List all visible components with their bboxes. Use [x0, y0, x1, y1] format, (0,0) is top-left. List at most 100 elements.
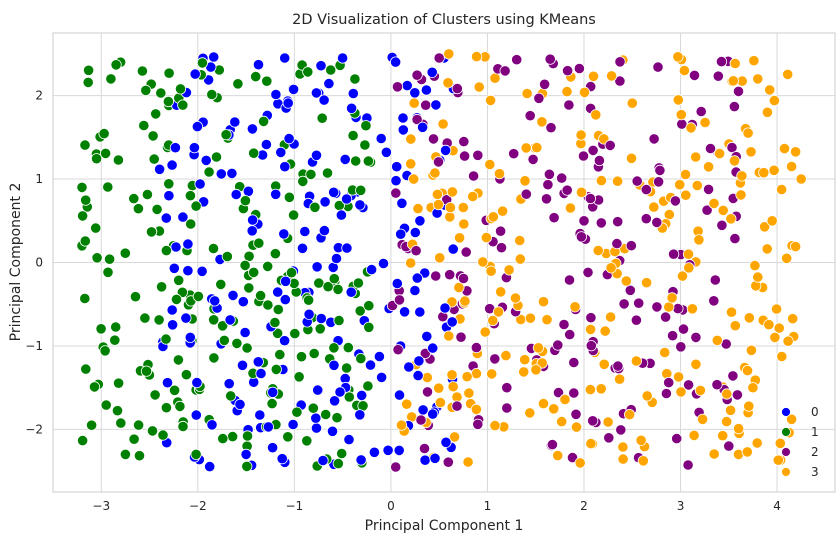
- scatter-point-cluster-2: [538, 78, 551, 90]
- scatter-point-cluster-1: [332, 457, 344, 470]
- scatter-point-cluster-1: [332, 283, 344, 295]
- scatter-point-cluster-3: [405, 158, 417, 170]
- scatter-point-cluster-0: [375, 132, 387, 145]
- scatter-point-cluster-1: [177, 420, 189, 433]
- scatter-point-cluster-0: [439, 144, 452, 156]
- scatter-point-cluster-1: [307, 402, 319, 414]
- scatter-point-cluster-3: [785, 160, 798, 173]
- scatter-point-cluster-2: [451, 400, 463, 412]
- scatter-point-cluster-0: [336, 52, 349, 64]
- scatter-point-cluster-3: [433, 382, 445, 394]
- scatter-point-cluster-1: [274, 348, 286, 361]
- scatter-point-cluster-1: [363, 321, 375, 333]
- scatter-point-cluster-0: [182, 265, 194, 277]
- scatter-point-cluster-3: [721, 388, 733, 400]
- scatter-point-cluster-2: [427, 133, 440, 145]
- scatter-point-cluster-3: [461, 371, 473, 383]
- scatter-point-cluster-0: [323, 78, 335, 90]
- scatter-point-cluster-3: [758, 167, 770, 179]
- scatter-point-cluster-0: [335, 209, 347, 221]
- scatter-point-cluster-1: [184, 190, 196, 202]
- scatter-point-cluster-3: [485, 265, 497, 277]
- scatter-point-cluster-1: [355, 352, 367, 365]
- scatter-point-cluster-0: [254, 409, 266, 421]
- scatter-point-cluster-3: [708, 448, 720, 460]
- scatter-point-cluster-3: [585, 437, 597, 450]
- scatter-point-cluster-1: [331, 412, 343, 424]
- scatter-point-cluster-1: [328, 342, 340, 354]
- scatter-point-cluster-0: [215, 168, 227, 180]
- scatter-point-cluster-1: [153, 314, 165, 326]
- x-tick-label: 2: [580, 499, 588, 513]
- scatter-point-cluster-3: [521, 87, 533, 100]
- scatter-point-cluster-0: [315, 60, 327, 72]
- scatter-point-cluster-0: [252, 356, 264, 368]
- scatter-point-cluster-1: [241, 430, 254, 442]
- scatter-point-cluster-1: [192, 290, 204, 302]
- scatter-point-cluster-1: [86, 419, 98, 431]
- scatter-point-cluster-1: [243, 282, 255, 294]
- scatter-point-cluster-2: [442, 456, 454, 468]
- scatter-point-cluster-3: [489, 72, 501, 84]
- scatter-point-cluster-1: [289, 327, 301, 340]
- scatter-point-cluster-2: [701, 204, 713, 216]
- scatter-point-cluster-0: [310, 422, 323, 434]
- scatter-point-cluster-0: [310, 87, 322, 99]
- scatter-point-cluster-3: [531, 142, 543, 154]
- scatter-point-cluster-0: [312, 384, 324, 396]
- scatter-point-cluster-1: [169, 384, 181, 396]
- scatter-point-cluster-3: [666, 292, 678, 304]
- scatter-point-cluster-3: [641, 390, 653, 402]
- scatter-point-cluster-2: [499, 65, 511, 77]
- scatter-point-cluster-2: [618, 298, 630, 310]
- scatter-point-cluster-1: [362, 380, 374, 392]
- scatter-point-cluster-0: [170, 241, 182, 253]
- scatter-point-cluster-1: [148, 153, 160, 165]
- scatter-point-cluster-1: [110, 321, 122, 333]
- scatter-point-cluster-1: [208, 314, 220, 326]
- scatter-point-cluster-3: [752, 271, 764, 283]
- scatter-point-cluster-0: [310, 412, 322, 424]
- scatter-point-cluster-2: [393, 294, 406, 306]
- scatter-point-cluster-1: [316, 112, 328, 124]
- scatter-point-cluster-3: [775, 183, 788, 196]
- scatter-point-cluster-1: [363, 300, 375, 312]
- scatter-point-cluster-2: [455, 331, 467, 343]
- scatter-point-cluster-1: [308, 347, 320, 360]
- scatter-point-cluster-3: [514, 234, 526, 247]
- scatter-point-cluster-3: [401, 398, 413, 410]
- scatter-point-cluster-1: [155, 87, 167, 99]
- scatter-point-cluster-1: [291, 406, 303, 418]
- scatter-point-cluster-2: [494, 225, 507, 237]
- scatter-point-cluster-2: [631, 175, 643, 187]
- scatter-point-cluster-3: [584, 383, 597, 396]
- scatter-point-cluster-1: [305, 168, 317, 180]
- scatter-point-cluster-2: [651, 301, 663, 313]
- scatter-point-cluster-0: [246, 225, 258, 237]
- scatter-point-cluster-1: [77, 434, 89, 447]
- scatter-point-cluster-0: [413, 355, 425, 367]
- scatter-point-cluster-0: [194, 178, 206, 190]
- scatter-point-cluster-3: [421, 371, 433, 384]
- scatter-point-cluster-3: [785, 413, 798, 425]
- scatter-point-cluster-1: [352, 277, 364, 289]
- scatter-point-cluster-0: [190, 409, 202, 421]
- scatter-point-cluster-0: [328, 395, 341, 407]
- scatter-point-cluster-3: [789, 146, 802, 158]
- scatter-point-cluster-3: [446, 369, 458, 381]
- scatter-point-cluster-1: [157, 429, 169, 441]
- scatter-point-cluster-3: [758, 221, 771, 233]
- scatter-point-cluster-2: [563, 274, 576, 286]
- scatter-point-cluster-1: [360, 120, 372, 132]
- scatter-point-cluster-0: [278, 335, 291, 347]
- scatter-point-cluster-0: [328, 186, 340, 198]
- scatter-point-cluster-1: [217, 432, 229, 445]
- scatter-point-cluster-0: [154, 163, 166, 175]
- x-tick-label: −2: [189, 499, 207, 513]
- scatter-point-cluster-3: [477, 256, 489, 268]
- scatter-point-cluster-3: [725, 213, 737, 225]
- scatter-point-cluster-2: [546, 438, 559, 451]
- scatter-point-cluster-3: [708, 197, 720, 209]
- scatter-point-cluster-2: [472, 418, 484, 430]
